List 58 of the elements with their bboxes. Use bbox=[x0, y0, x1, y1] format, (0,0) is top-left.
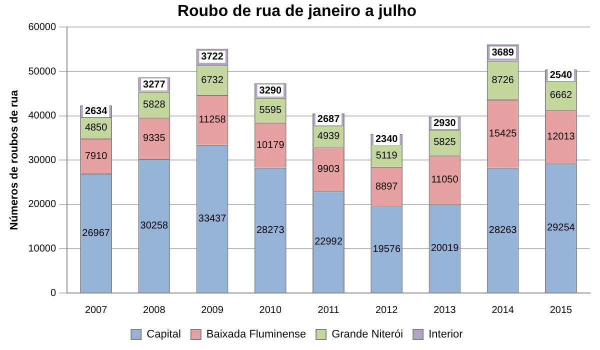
legend-label: Interior bbox=[428, 328, 464, 341]
y-tick-label: 0 bbox=[50, 288, 56, 299]
chart-title: Roubo de rua de janeiro a julho bbox=[177, 3, 417, 20]
data-label: 10179 bbox=[256, 140, 285, 151]
data-label: 4939 bbox=[317, 131, 340, 142]
data-label: 9903 bbox=[317, 164, 340, 175]
x-tick-label: 2011 bbox=[318, 304, 340, 316]
data-label: 33437 bbox=[198, 213, 227, 224]
data-label: 20019 bbox=[430, 243, 460, 254]
data-label: 11258 bbox=[198, 114, 226, 126]
y-axis-title: Números de roubos de rua bbox=[8, 89, 21, 230]
data-label: 9335 bbox=[143, 133, 166, 144]
data-label: 26967 bbox=[82, 228, 110, 239]
data-label: 6732 bbox=[201, 74, 224, 86]
data-label: 29254 bbox=[547, 222, 576, 234]
data-label: 3689 bbox=[492, 47, 514, 58]
data-label: 3277 bbox=[143, 79, 166, 90]
data-label: 3290 bbox=[259, 85, 282, 96]
data-label: 5825 bbox=[434, 137, 456, 148]
data-label: 5828 bbox=[143, 99, 166, 110]
x-tick-label: 2007 bbox=[84, 304, 108, 316]
data-label: 22992 bbox=[314, 236, 343, 248]
x-tick-label: 2014 bbox=[492, 304, 514, 316]
data-label: 3722 bbox=[201, 52, 224, 63]
legend-label: Capital bbox=[146, 328, 181, 341]
y-tick-label: 50000 bbox=[28, 66, 56, 78]
x-tick-label: 2010 bbox=[259, 304, 282, 316]
data-label: 8897 bbox=[375, 181, 398, 192]
data-label: 12013 bbox=[547, 132, 576, 143]
data-label: 2687 bbox=[317, 114, 340, 126]
data-label: 2540 bbox=[550, 70, 573, 81]
y-tick-label: 30000 bbox=[28, 154, 56, 166]
data-label: 15425 bbox=[488, 128, 518, 140]
data-label: 2634 bbox=[84, 106, 108, 117]
data-label: 28263 bbox=[488, 224, 518, 236]
y-tick-label: 40000 bbox=[28, 110, 56, 122]
x-tick-label: 2012 bbox=[375, 304, 398, 316]
x-tick-label: 2008 bbox=[143, 304, 166, 316]
data-label: 2930 bbox=[434, 118, 456, 129]
data-label: 5119 bbox=[376, 150, 398, 162]
y-tick-label: 10000 bbox=[28, 243, 56, 254]
data-label: 6662 bbox=[550, 90, 573, 102]
data-label: 30258 bbox=[140, 220, 169, 232]
data-label: 19576 bbox=[372, 244, 401, 256]
y-tick-label: 60000 bbox=[28, 22, 56, 33]
x-tick-label: 2009 bbox=[201, 304, 224, 316]
data-label: 2340 bbox=[375, 134, 398, 145]
data-label: 4850 bbox=[84, 122, 108, 134]
data-label: 28273 bbox=[256, 224, 285, 236]
data-label: 7910 bbox=[84, 150, 108, 162]
legend-label: Baixada Fluminense bbox=[206, 328, 306, 341]
data-label: 5595 bbox=[259, 105, 282, 116]
legend-label: Grande Niterói bbox=[332, 328, 404, 341]
data-label: 8726 bbox=[492, 74, 514, 86]
data-label: 11050 bbox=[431, 174, 459, 186]
y-tick-label: 20000 bbox=[28, 199, 56, 210]
x-tick-label: 2015 bbox=[550, 304, 573, 316]
x-tick-label: 2013 bbox=[434, 304, 456, 316]
